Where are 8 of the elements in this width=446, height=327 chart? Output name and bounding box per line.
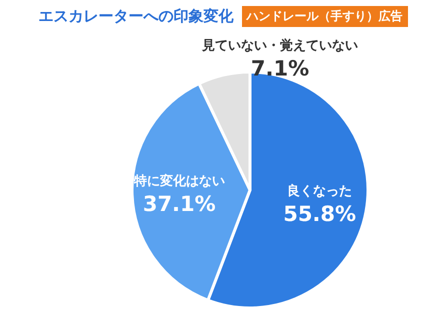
slice-label: 良くなった — [287, 182, 352, 199]
chart-subtitle: ハンドレール（手すり）広告 — [242, 6, 408, 26]
data-label: 7.1% — [250, 56, 310, 81]
slice-label: 見ていない・覚えていない — [201, 38, 358, 54]
data-label: 37.1% — [142, 192, 216, 216]
chart-title: エスカレーターへの印象変化 — [38, 6, 234, 26]
data-label: 55.8% — [283, 202, 356, 226]
slice-label: 特に変化はない — [132, 172, 225, 189]
